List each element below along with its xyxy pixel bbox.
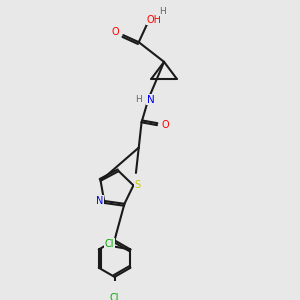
Text: O: O: [162, 120, 169, 130]
Text: H: H: [135, 95, 142, 104]
Text: S: S: [135, 180, 141, 190]
Text: N: N: [96, 196, 103, 206]
Text: OH: OH: [147, 15, 162, 25]
Text: H: H: [159, 7, 166, 16]
Text: Cl: Cl: [105, 239, 114, 249]
Text: N: N: [147, 95, 155, 105]
Text: Cl: Cl: [110, 293, 119, 300]
Text: O: O: [111, 27, 119, 37]
